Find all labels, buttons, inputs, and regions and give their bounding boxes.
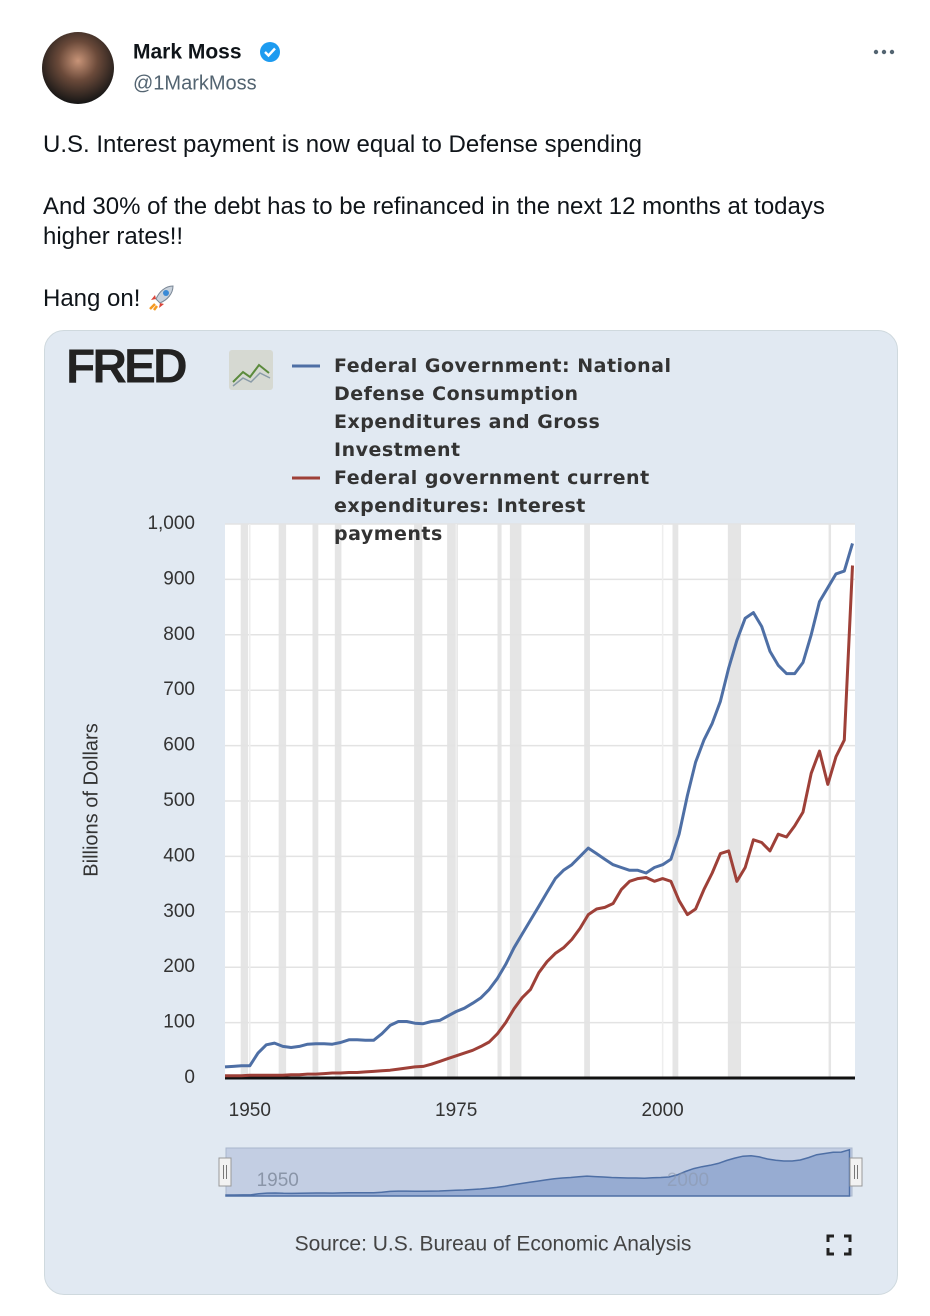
logo-icon (229, 350, 273, 390)
handle-body (218, 1157, 232, 1187)
y-tick-label: 400 (163, 845, 195, 866)
x-tick-label: 1950 (229, 1100, 271, 1121)
y-axis-label: Billions of Dollars (80, 723, 102, 876)
navigator-tick-label: 2000 (667, 1170, 709, 1191)
author-handle[interactable]: @1MarkMoss (133, 72, 257, 94)
navigator-handle[interactable] (849, 1157, 863, 1187)
tweet-text: Hang on! (43, 282, 833, 314)
fullscreen-icon[interactable] (826, 1234, 852, 1256)
author-name[interactable]: Mark Moss (133, 41, 242, 64)
y-tick-label: 900 (163, 568, 195, 589)
more-menu[interactable] (873, 49, 895, 55)
tweet-text: And 30% of the debt has to be refinanced… (43, 193, 825, 250)
rocket-emoji (149, 285, 174, 311)
tweet-text: U.S. Interest payment is now equal to De… (43, 131, 643, 158)
source-note: Source: U.S. Bureau of Economic Analysis (295, 1233, 692, 1256)
navigator-tick-label: 1950 (257, 1170, 299, 1191)
handle-body (849, 1157, 863, 1187)
y-tick-label: 500 (163, 790, 195, 811)
navigator-handle[interactable] (218, 1157, 232, 1187)
verified-badge (260, 42, 280, 62)
navigator-area (225, 1148, 851, 1197)
data-line (225, 565, 854, 1078)
y-tick-label: 300 (163, 901, 195, 922)
avatar[interactable] (42, 32, 114, 104)
legend-label: Federal government current expenditures:… (334, 467, 657, 545)
y-tick-label: 600 (163, 735, 195, 756)
y-tick-label: 700 (163, 679, 195, 700)
y-tick-label: 800 (163, 624, 195, 645)
data-line (224, 542, 854, 1069)
y-tick-label: 100 (163, 1012, 195, 1033)
y-tick-label: 200 (163, 956, 195, 977)
x-tick-label: 1975 (435, 1100, 477, 1121)
y-tick-label: 1,000 (147, 513, 195, 534)
tweet-text-line: Hang on! (43, 285, 141, 312)
x-tick-label: 2000 (641, 1100, 683, 1121)
y-tick-label: 0 (184, 1067, 195, 1088)
tweet-header: Mark Moss @1MarkMoss (42, 32, 895, 104)
legend-label: Federal Government: National Defense Con… (334, 355, 679, 461)
fred-logo: FRED (66, 341, 186, 394)
